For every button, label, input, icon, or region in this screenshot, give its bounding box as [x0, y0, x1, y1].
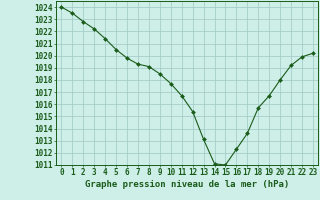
X-axis label: Graphe pression niveau de la mer (hPa): Graphe pression niveau de la mer (hPa) — [85, 180, 289, 189]
